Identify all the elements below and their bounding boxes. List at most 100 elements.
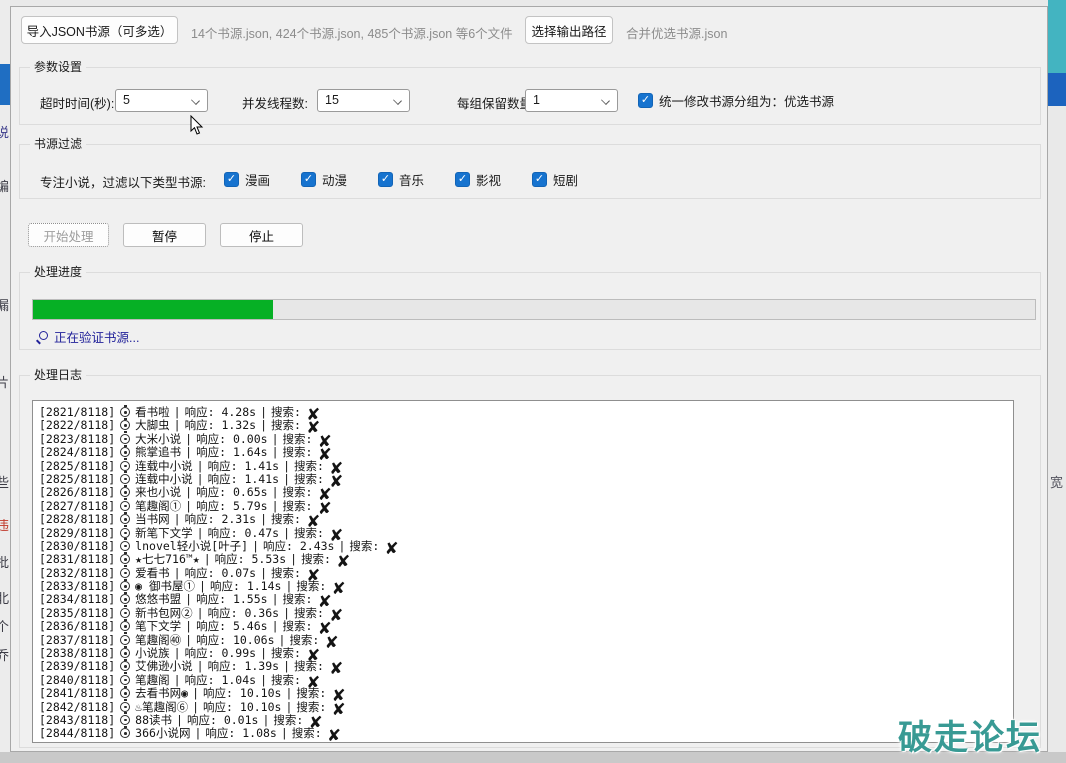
magnifier-icon — [36, 330, 48, 343]
stop-button[interactable]: 停止 — [220, 223, 303, 247]
filter-checkbox-label: 影视 — [476, 174, 502, 188]
start-button[interactable]: 开始处理 — [28, 223, 109, 247]
search-fail-icon: ✘ — [319, 617, 331, 640]
log-entry-source-name: 来也小说 — [135, 485, 182, 500]
log-entry-response: | 响应: 2.31s | 搜索: — [173, 512, 308, 527]
log-entry-index: [2828/8118] — [39, 512, 116, 527]
log-entry-source-name: 笔趣阁㊵ — [135, 632, 182, 647]
pause-button[interactable]: 暂停 — [123, 223, 206, 247]
params-groupbox: 参数设置 超时时间(秒): 5 并发线程数: 15 每组保留数量: 1 ✓ 统一… — [19, 60, 1041, 125]
mouse-cursor — [190, 115, 204, 135]
filter-checkbox-影视[interactable]: ✓ 影视 — [455, 170, 501, 189]
search-fail-icon: ✘ — [386, 536, 398, 559]
keep-count-select[interactable]: 1 — [525, 89, 618, 112]
chevron-down-icon — [601, 96, 610, 105]
log-entry: [2829/8118] 新笔下文学 | 响应: 0.47s | 搜索: ✘ — [39, 525, 1013, 544]
stopwatch-icon — [120, 685, 131, 699]
log-entry-index: [2825/8118] — [39, 458, 116, 473]
filter-groupbox: 书源过滤 专注小说，过滤以下类型书源: ✓ 漫画 ✓ 动漫 ✓ 音乐 ✓ 影视 ✓ 短剧 — [19, 137, 1041, 199]
log-entry-index: [2826/8118] — [39, 485, 116, 500]
stopwatch-icon — [120, 712, 131, 725]
log-entry: [2834/8118] 悠悠书盟 | 响应: 1.55s | 搜索: ✘ — [39, 591, 1013, 611]
log-entry-index: [2827/8118] — [39, 498, 116, 513]
stopwatch-icon — [120, 618, 131, 632]
stopwatch-icon — [120, 645, 131, 659]
filter-checkbox-漫画[interactable]: ✓ 漫画 — [224, 170, 270, 189]
filter-checkbox-短剧[interactable]: ✓ 短剧 — [532, 170, 578, 189]
checkbox-check-icon: ✓ — [532, 172, 547, 187]
stopwatch-icon — [120, 484, 131, 498]
progress-group-title: 处理进度 — [30, 265, 87, 280]
stopwatch-icon — [120, 658, 131, 672]
search-fail-icon: ✘ — [319, 496, 331, 519]
background-blue-block — [1048, 73, 1066, 106]
stopwatch-icon — [120, 525, 131, 538]
log-entry-source-name: 连载中小说 — [135, 458, 193, 473]
chevron-down-icon — [393, 96, 402, 105]
stopwatch-icon — [120, 605, 131, 618]
log-entry-source-name: 新笔下文学 — [135, 525, 193, 540]
timeout-select[interactable]: 5 — [115, 89, 208, 112]
search-fail-icon: ✘ — [319, 590, 331, 613]
background-text-fragment: 说 — [0, 125, 10, 140]
log-group-title: 处理日志 — [30, 368, 87, 383]
background-text-fragment: 北 — [0, 591, 10, 606]
log-entry-response: | 响应: 1.08s | 搜索: — [194, 726, 329, 741]
rename-group-checkbox[interactable]: ✓ 统一修改书源分组为：优选书源 — [638, 91, 834, 110]
log-entry-response: | 响应: 1.41s | 搜索: — [196, 471, 331, 486]
search-fail-icon: ✘ — [310, 710, 322, 733]
log-entry-source-name: 艾佛逊小说 — [135, 659, 193, 674]
checkbox-check-icon: ✓ — [301, 172, 316, 187]
log-entry: [2843/8118] 88读书 | 响应: 0.01s | 搜索: ✘ — [39, 712, 1013, 731]
progress-groupbox: 处理进度 正在验证书源... — [19, 265, 1041, 350]
log-entry-index: [2824/8118] — [39, 445, 116, 460]
search-fail-icon: ✘ — [328, 724, 341, 743]
log-entry-response: | 响应: 1.55s | 搜索: — [185, 592, 320, 607]
log-entry-response: | 响应: 0.99s | 搜索: — [173, 646, 308, 661]
background-teal-block — [1048, 0, 1066, 73]
log-textbox[interactable]: [2821/8118] 看书啦 | 响应: 4.28s | 搜索: ✘ [2822/8118… — [32, 400, 1014, 743]
log-entry-response: | 响应: 5.46s | 搜索: — [185, 619, 320, 634]
search-fail-icon: ✘ — [307, 644, 320, 667]
choose-output-path-button[interactable]: 选择输出路径 — [525, 16, 613, 44]
threads-select[interactable]: 15 — [317, 89, 410, 112]
log-entry-index: [2835/8118] — [39, 605, 116, 620]
log-entry: [2835/8118] 新书包网② | 响应: 0.36s | 搜索: ✘ — [39, 605, 1013, 624]
log-entry-index: [2837/8118] — [39, 632, 116, 647]
log-entry-response: | 响应: 1.14s | 搜索: — [199, 579, 334, 594]
log-entry-index: [2825/8118] — [39, 471, 116, 486]
log-entry-source-name: 连载中小说 — [135, 471, 193, 486]
log-entry: [2826/8118] 来也小说 | 响应: 0.65s | 搜索: ✘ — [39, 484, 1013, 504]
import-json-button[interactable]: 导入JSON书源（可多选） — [21, 16, 178, 44]
imported-files-summary: 14个书源.json, 424个书源.json, 485个书源.json 等6个… — [191, 27, 513, 41]
stopwatch-icon — [120, 458, 131, 471]
search-fail-icon: ✘ — [333, 577, 345, 600]
app-window: 导入JSON书源（可多选） 14个书源.json, 424个书源.json, 4… — [10, 6, 1048, 752]
log-entry: [2823/8118] 大米小说 | 响应: 0.00s | 搜索: ✘ — [39, 431, 1013, 450]
log-entry-source-name: 爱看书 — [135, 565, 170, 580]
log-entry-index: [2844/8118] — [39, 726, 116, 741]
stopwatch-icon — [120, 511, 131, 525]
log-entry: [2841/8118] 去看书网◉ | 响应: 10.10s | 搜索: ✘ — [39, 685, 1013, 705]
log-entry-source-name: ★七七716™★ — [135, 552, 200, 567]
log-entry: [2839/8118] 艾佛逊小说 | 响应: 1.39s | 搜索: ✘ — [39, 658, 1013, 678]
stopwatch-icon — [120, 404, 131, 417]
log-entry-source-name: lnovel轻小说[叶子] — [135, 538, 249, 553]
background-text-fragment: 些 — [0, 475, 10, 490]
log-entry: [2825/8118] 连载中小说 | 响应: 1.41s | 搜索: ✘ — [39, 471, 1013, 490]
filter-checkbox-音乐[interactable]: ✓ 音乐 — [378, 170, 424, 189]
log-entry-response: | 响应: 0.65s | 搜索: — [185, 485, 320, 500]
filter-description-label: 专注小说，过滤以下类型书源: — [40, 176, 206, 190]
log-entry-response: | 响应: 1.32s | 搜索: — [173, 418, 308, 433]
log-entry: [2844/8118] 366小说网 | 响应: 1.08s | 搜索: ✘ — [39, 725, 1013, 742]
log-entry: [2833/8118] ◉ 御书屋① | 响应: 1.14s | 搜索: ✘ — [39, 578, 1013, 598]
filter-checkbox-动漫[interactable]: ✓ 动漫 — [301, 170, 347, 189]
log-entry: [2825/8118] 连载中小说 | 响应: 1.41s | 搜索: ✘ — [39, 458, 1013, 477]
search-fail-icon: ✘ — [319, 483, 331, 506]
log-entry-response: | 响应: 0.01s | 搜索: — [176, 712, 311, 727]
background-text-fragment: 违 — [0, 518, 10, 533]
log-entry-index: [2839/8118] — [39, 659, 116, 674]
search-fail-icon: ✘ — [307, 563, 320, 586]
log-entry-source-name: ♨笔趣阁⑥ — [135, 699, 189, 714]
search-fail-icon: ✘ — [333, 684, 345, 707]
